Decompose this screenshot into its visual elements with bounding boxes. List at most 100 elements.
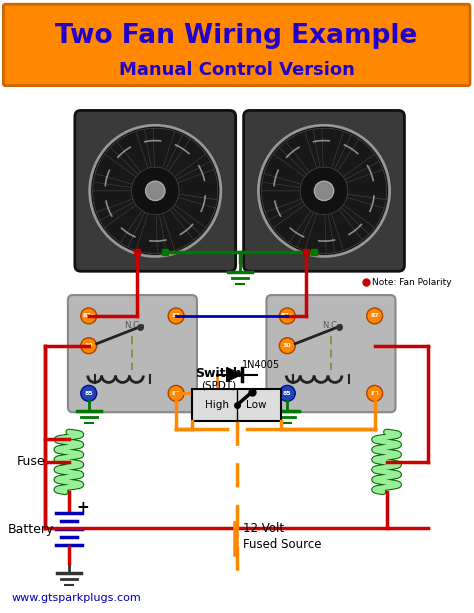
Wedge shape (313, 213, 343, 253)
Wedge shape (262, 161, 303, 191)
Wedge shape (163, 207, 200, 250)
Wedge shape (273, 135, 314, 177)
Text: Battery: Battery (8, 523, 55, 536)
Circle shape (314, 181, 334, 200)
Text: 85: 85 (84, 391, 93, 396)
Text: Fused Source: Fused Source (243, 538, 321, 550)
Wedge shape (313, 128, 343, 168)
Wedge shape (174, 154, 217, 188)
Wedge shape (136, 128, 166, 168)
Text: High: High (205, 400, 229, 410)
Text: 30: 30 (283, 343, 292, 348)
Wedge shape (345, 161, 387, 191)
Wedge shape (343, 154, 386, 188)
Wedge shape (279, 207, 317, 250)
Wedge shape (176, 191, 218, 220)
Text: 1N4005: 1N4005 (242, 360, 280, 370)
Circle shape (258, 125, 390, 256)
Text: +: + (76, 500, 89, 515)
Wedge shape (93, 161, 134, 191)
Circle shape (168, 386, 184, 402)
Wedge shape (335, 205, 374, 247)
Text: Switch: Switch (195, 367, 242, 380)
Wedge shape (145, 128, 174, 168)
Circle shape (81, 308, 97, 324)
Wedge shape (262, 194, 305, 227)
Wedge shape (297, 212, 326, 253)
Wedge shape (110, 207, 148, 250)
Wedge shape (305, 213, 335, 253)
Text: 86: 86 (370, 391, 379, 396)
Text: Manual Control Version: Manual Control Version (118, 61, 355, 78)
Text: Low: Low (246, 400, 267, 410)
FancyBboxPatch shape (266, 295, 395, 412)
Wedge shape (176, 161, 218, 191)
Text: Note: Fan Polarity: Note: Fan Polarity (372, 278, 451, 287)
Wedge shape (105, 205, 145, 247)
Wedge shape (105, 135, 145, 177)
Wedge shape (159, 210, 194, 253)
Wedge shape (343, 194, 386, 227)
Text: 12 Volt: 12 Volt (243, 522, 284, 535)
Wedge shape (153, 128, 182, 169)
Circle shape (168, 308, 184, 324)
Wedge shape (145, 213, 174, 253)
Wedge shape (166, 205, 206, 247)
Wedge shape (136, 213, 166, 253)
Wedge shape (335, 135, 374, 177)
Wedge shape (331, 131, 369, 174)
Text: N.C.: N.C. (124, 321, 141, 330)
Text: (SPDT): (SPDT) (201, 381, 237, 390)
Wedge shape (346, 169, 387, 200)
Polygon shape (227, 368, 242, 381)
Wedge shape (328, 210, 363, 253)
Wedge shape (169, 139, 210, 180)
Text: Fuse: Fuse (17, 455, 46, 468)
Wedge shape (93, 194, 136, 227)
Wedge shape (262, 182, 301, 212)
FancyBboxPatch shape (3, 4, 470, 86)
Wedge shape (100, 202, 142, 243)
Text: 87: 87 (370, 313, 379, 318)
Wedge shape (163, 131, 200, 174)
Circle shape (90, 125, 221, 256)
Wedge shape (173, 197, 215, 234)
FancyBboxPatch shape (192, 389, 282, 421)
Wedge shape (93, 191, 134, 220)
Wedge shape (178, 169, 218, 200)
Wedge shape (117, 129, 151, 172)
Wedge shape (345, 191, 387, 220)
Text: N.C.: N.C. (322, 321, 340, 330)
Text: 86: 86 (172, 391, 181, 396)
Wedge shape (285, 129, 320, 172)
Circle shape (279, 308, 295, 324)
Wedge shape (128, 212, 157, 253)
Wedge shape (337, 139, 379, 180)
Text: www.gtsparkplugs.com: www.gtsparkplugs.com (11, 593, 141, 603)
Text: Two Fan Wiring Example: Two Fan Wiring Example (55, 23, 418, 49)
Circle shape (279, 338, 295, 354)
Wedge shape (264, 147, 307, 185)
Wedge shape (269, 202, 310, 243)
Wedge shape (93, 182, 133, 212)
Wedge shape (322, 128, 351, 169)
Wedge shape (341, 197, 384, 234)
Wedge shape (166, 135, 206, 177)
Wedge shape (262, 191, 303, 220)
Wedge shape (95, 147, 138, 185)
Text: 87a: 87a (82, 313, 95, 318)
Circle shape (146, 181, 165, 200)
Circle shape (81, 338, 97, 354)
FancyBboxPatch shape (68, 295, 197, 412)
Wedge shape (262, 154, 305, 188)
Circle shape (81, 386, 97, 402)
Wedge shape (93, 154, 136, 188)
Wedge shape (279, 131, 317, 174)
Wedge shape (305, 128, 335, 168)
Wedge shape (174, 194, 217, 227)
Text: 87: 87 (172, 313, 181, 318)
Text: 85: 85 (283, 391, 292, 396)
Circle shape (279, 386, 295, 402)
Text: 87a: 87a (281, 313, 294, 318)
Circle shape (367, 386, 383, 402)
